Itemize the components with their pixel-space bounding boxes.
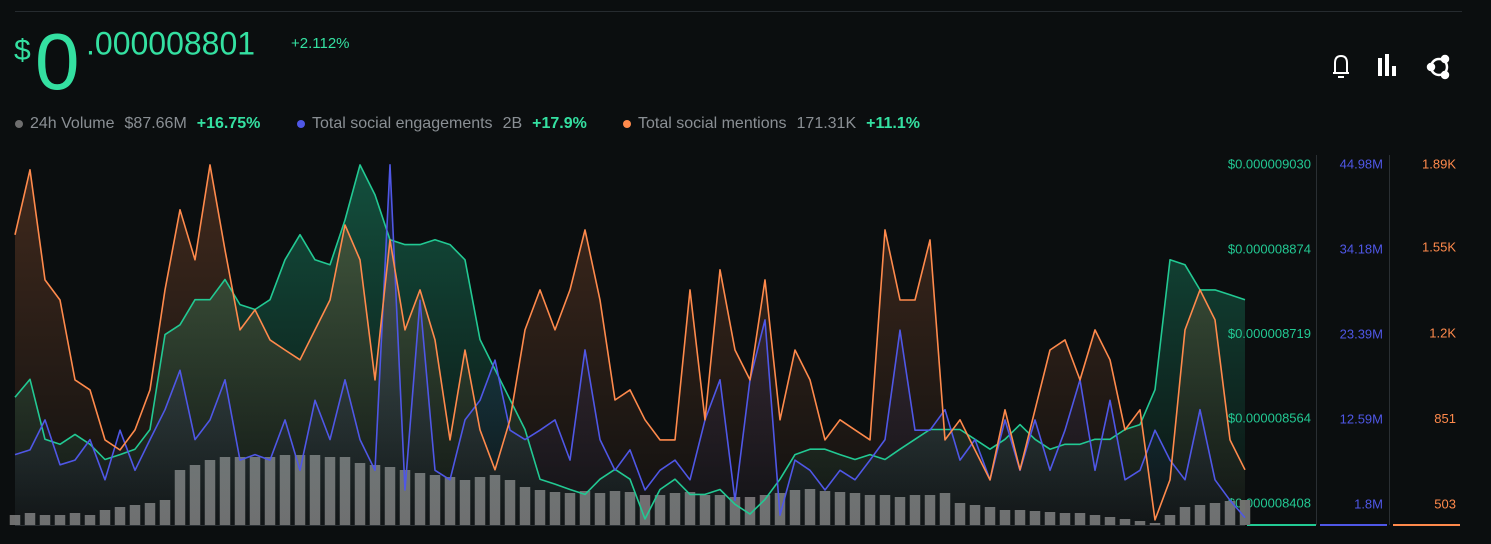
legend-label: Total social mentions — [638, 115, 787, 132]
bar-icon[interactable] — [1378, 58, 1382, 76]
bell-icon[interactable] — [1333, 54, 1349, 78]
legend-dot — [623, 120, 631, 128]
price-fraction: .000008801 — [86, 25, 255, 61]
y-tick-label: 851 — [1434, 411, 1456, 426]
legend-total: 171.31K — [797, 115, 857, 132]
y-tick-label: 1.89K — [1422, 156, 1456, 171]
y-tick-label: $0.000008874 — [1228, 241, 1311, 256]
bar-icon[interactable] — [1385, 54, 1389, 76]
y-tick-label: 44.98M — [1340, 156, 1383, 171]
y-tick-label: 1.55K — [1422, 240, 1456, 255]
chart-type-button[interactable] — [1378, 54, 1396, 76]
legend-change: +16.75% — [197, 115, 261, 132]
legend-total: $87.66M — [125, 115, 187, 132]
legend-total: 2B — [503, 115, 523, 132]
y-tick-label: 12.59M — [1340, 411, 1383, 426]
bar-icon[interactable] — [1392, 66, 1396, 76]
share-icon[interactable] — [1440, 70, 1450, 80]
legend-dot — [15, 120, 23, 128]
share-icon[interactable] — [1440, 54, 1450, 64]
y-tick-label: 23.39M — [1340, 326, 1383, 341]
legend-dot — [297, 120, 305, 128]
line — [14, 164, 1246, 521]
legend-change: +11.1% — [866, 115, 920, 132]
legend-label: 24h Volume — [30, 115, 115, 132]
legend-change: +17.9% — [532, 115, 587, 132]
line — [14, 164, 1246, 520]
price-change: +2.112% — [291, 35, 350, 52]
line — [14, 164, 1246, 519]
y-tick-label: $0.000008564 — [1228, 411, 1311, 426]
y-tick-label: $0.000008719 — [1228, 326, 1311, 341]
area-fill — [15, 164, 1245, 525]
legend: 24h Volume $87.66M +16.75% Total social eng… — [15, 115, 920, 132]
y-tick-label: $0.000009030 — [1228, 156, 1311, 171]
y-tick-label: 1.2K — [1429, 325, 1456, 340]
price-integer: 0 — [35, 17, 80, 106]
share-icon[interactable] — [1426, 62, 1436, 72]
legend-label: Total social engagements — [312, 115, 493, 132]
y-tick-label: 503 — [1434, 496, 1456, 511]
y-tick-label: 34.18M — [1340, 241, 1383, 256]
currency-symbol: $ — [14, 34, 31, 67]
alert-button[interactable] — [1333, 54, 1349, 78]
share-button[interactable] — [1426, 54, 1450, 80]
y-tick-label: 1.8M — [1354, 496, 1383, 511]
